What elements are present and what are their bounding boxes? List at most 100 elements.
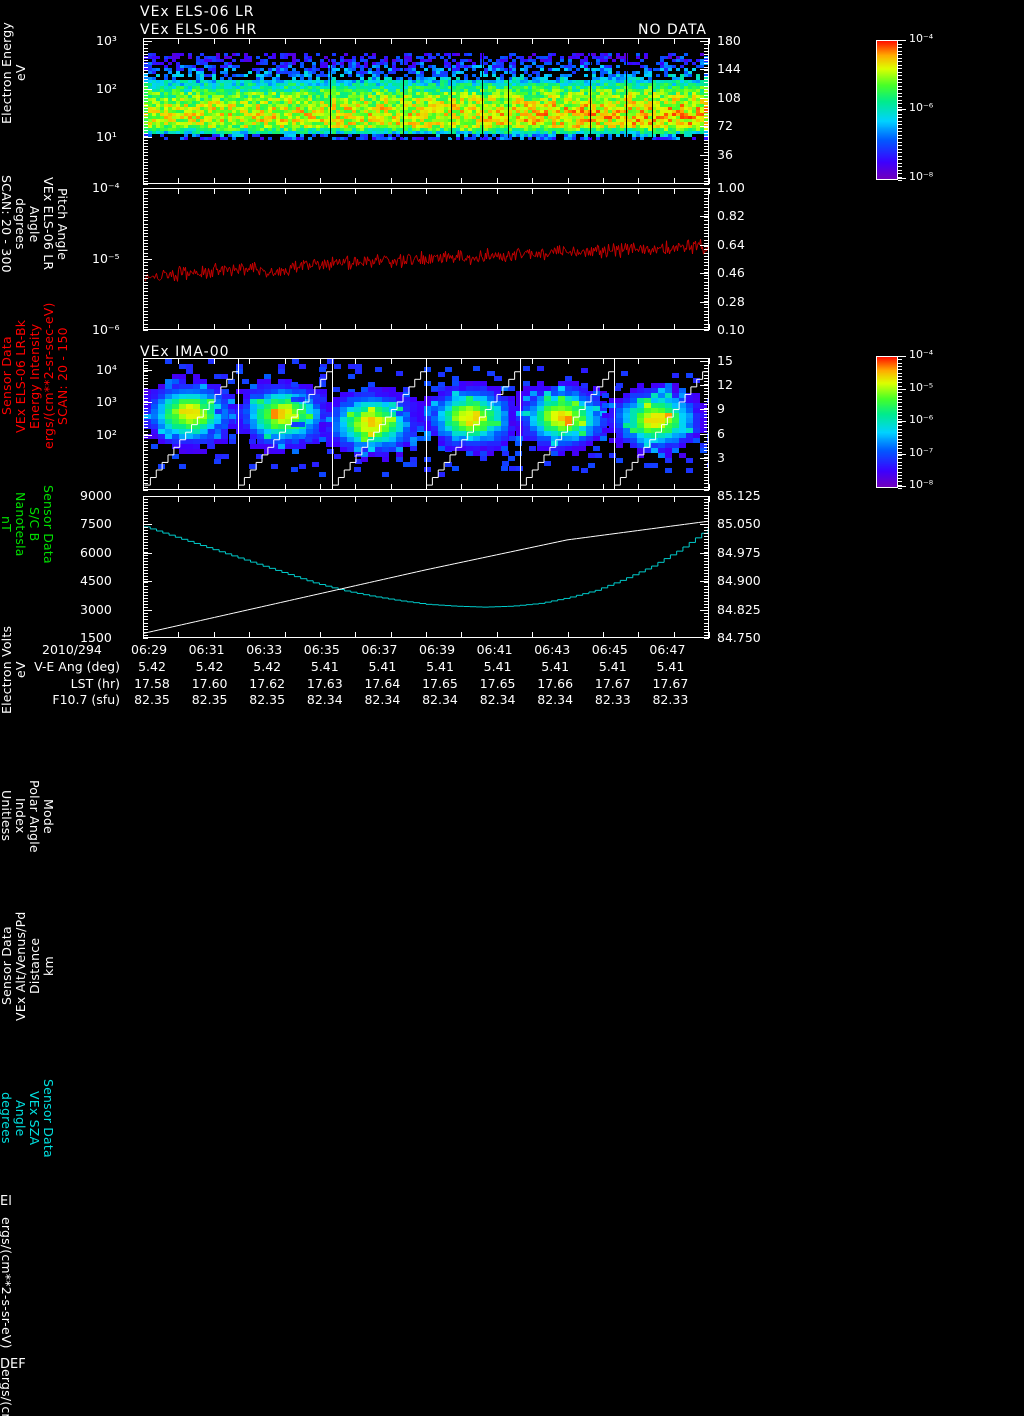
axis-x-tick-bottom [532,178,533,184]
bottom-row-value: 17.63 [306,676,343,691]
axis-minor-tick [704,307,709,308]
axis-minor-tick [143,262,148,263]
axis-major-tick [700,361,709,362]
panel3-colorbar-minor-tick [898,412,902,413]
axis-minor-tick [143,417,148,418]
axis-x-tick-top [355,38,356,44]
axis-minor-tick [143,301,148,302]
axis-minor-tick [143,391,148,392]
axis-minor-tick [143,282,148,283]
axis-x-tick-bottom [674,324,675,330]
bottom-row-value: 5.41 [310,659,339,674]
axis-minor-tick [143,240,148,241]
axis-minor-tick [704,629,709,630]
panel1-right-axis-label: SCAN: 20 - 300 degrees Angle VEx ELS-06 LR P… [0,146,1024,302]
axis-minor-tick [143,582,148,583]
axis-minor-tick [704,288,709,289]
axis-minor-tick [704,320,709,321]
axis-minor-tick [143,638,148,639]
axis-x-tick-bottom [391,484,392,490]
bottom-row-value: 5.42 [253,659,282,674]
axis-minor-tick [143,57,148,58]
panel1-colorbar-minor-tick [898,177,902,178]
panel1-colorbar-unit-label: ergs/(cm**2-s-sr-eV) [0,1209,1024,1357]
axis-x-tick-top [603,358,604,364]
axis-major-tick [700,188,709,189]
axis-minor-tick [704,204,709,205]
axis-x-tick-top [214,496,215,502]
panel1-right-tick-label: 36 [717,146,733,162]
axis-x-tick-top [178,38,179,44]
axis-minor-tick [143,589,148,590]
panel4-left-tick-label: 9000 [80,488,112,503]
panel3-colorbar-minor-tick [898,369,902,370]
axis-minor-tick [704,227,709,228]
axis-x-tick-top [214,188,215,194]
axis-x-tick-top [320,496,321,502]
panel1-colorbar-minor-tick [898,121,902,122]
axis-x-tick-top [709,496,710,502]
bottom-row-value: 82.34 [306,692,343,707]
bottom-row-label: F10.7 (sfu) [52,692,120,707]
axis-minor-tick [704,108,709,109]
panel3-colorbar-major-tick [898,389,906,390]
axis-minor-tick [704,358,709,359]
axis-minor-tick [704,464,709,465]
axis-minor-tick [143,269,148,270]
axis-x-tick-bottom [603,484,604,490]
axis-x-tick-top [391,496,392,502]
axis-minor-tick [704,82,709,83]
axis-x-tick-bottom [320,484,321,490]
axis-minor-tick [143,317,148,318]
panel1-colorbar-minor-tick [898,68,902,69]
axis-minor-tick [143,211,148,212]
axis-minor-tick [143,288,148,289]
bottom-row-value: 5.41 [368,659,397,674]
axis-minor-tick [143,171,148,172]
axis-x-tick-top [568,496,569,502]
bottom-row-value: 5.41 [598,659,627,674]
panel3-colorbar-minor-tick [898,399,902,400]
axis-x-tick-bottom [178,324,179,330]
axis-minor-tick [143,295,148,296]
axis-minor-tick [143,552,148,553]
panel3-right-tick-label: 6 [717,425,725,441]
bottom-row-value: 5.41 [541,659,570,674]
axis-minor-tick [704,404,709,405]
axis-major-tick [143,370,152,371]
panel1-title-lr: VEx ELS-06 LR [140,4,255,20]
axis-minor-tick [704,401,709,402]
axis-minor-tick [143,184,148,185]
axis-minor-tick [704,457,709,458]
axis-minor-tick [704,63,709,64]
axis-x-tick-bottom [532,324,533,330]
axis-minor-tick [143,220,148,221]
axis-x-tick-top [638,38,639,44]
axis-x-tick-bottom [355,178,356,184]
axis-minor-tick [143,324,148,325]
panel3-colorbar-major-tick [898,486,906,487]
axis-minor-tick [704,133,709,134]
axis-minor-tick [143,307,148,308]
axis-x-tick-top [249,38,250,44]
panel2-left-tick-label: 10⁻⁶ [92,322,120,337]
panel3-colorbar-minor-tick [898,363,902,364]
axis-minor-tick [143,320,148,321]
panel2-right-tick-label: 0.64 [717,236,745,252]
axis-major-tick [700,273,709,274]
panel3-colorbar-minor-tick [898,485,902,486]
axis-minor-tick [143,73,148,74]
axis-minor-tick [143,51,148,52]
axis-minor-tick [704,598,709,599]
axis-minor-tick [704,545,709,546]
axis-x-tick-bottom [178,632,179,638]
panel3-colorbar-minor-tick [898,429,902,430]
bottom-row-value: 5.41 [483,659,512,674]
axis-minor-tick [704,140,709,141]
bottom-row-value: 17.65 [479,676,516,691]
axis-minor-tick [143,444,148,445]
panel1-right-tick-label: 108 [717,89,741,105]
panel1-colorbar-minor-tick [898,93,902,94]
plot-canvas-panel2 [144,189,708,329]
panel1-colorbar-minor-tick [898,103,902,104]
